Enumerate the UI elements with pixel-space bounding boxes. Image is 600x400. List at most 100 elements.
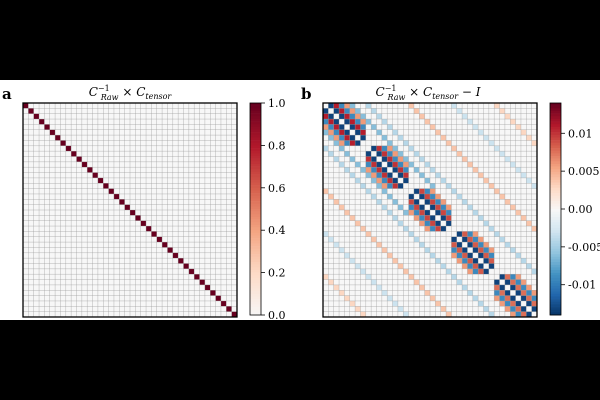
heatmap-cell [28,311,34,318]
heatmap-cell [504,103,511,109]
heatmap-cell [526,177,532,184]
heatmap-cell [28,188,34,194]
heatmap-cell [60,284,66,291]
heatmap-cell [92,274,98,280]
heatmap-cell [119,161,125,168]
heatmap-cell [124,172,131,178]
heatmap-cell [462,220,468,227]
heatmap-cell [194,242,200,248]
heatmap-cell [451,108,457,114]
heatmap-cell [494,279,500,285]
heatmap-cell [376,199,382,205]
heatmap-cell [349,220,356,227]
heatmap-cell [28,108,34,114]
heatmap-cell [130,242,136,248]
heatmap-cell [467,220,473,227]
heatmap-cell [172,306,179,312]
heatmap-cell [146,258,152,264]
heatmap-cell [413,284,420,291]
heatmap-cell [231,263,238,269]
heatmap-cell [81,140,88,146]
heatmap-cell [71,167,77,173]
heatmap-cell [462,215,468,221]
heatmap-cell [510,193,516,200]
heatmap-cell [510,311,516,318]
heatmap-cell [494,263,500,269]
heatmap-cell [108,274,114,280]
heatmap-cell [162,274,168,280]
heatmap-cell [81,145,88,152]
heatmap-cell [344,103,350,109]
heatmap-cell [28,161,34,168]
heatmap-cell [226,215,232,221]
heatmap-cell [113,156,120,162]
heatmap-cell [210,311,216,318]
heatmap-cell [97,284,104,291]
heatmap-cell [108,220,114,227]
heatmap-cell [520,151,527,157]
heatmap-cell [204,306,211,312]
heatmap-cell [440,242,447,248]
heatmap-cell [44,215,50,221]
heatmap-cell [323,220,329,227]
heatmap-cell [87,210,93,216]
heatmap-cell [488,295,495,301]
heatmap-cell [151,279,157,285]
heatmap-cell [28,145,34,152]
heatmap-cell [430,167,436,173]
heatmap-cell [140,247,147,253]
heatmap-cell [140,215,147,221]
heatmap-cell [344,284,350,291]
heatmap-cell [23,284,29,291]
heatmap-cell [188,231,195,237]
heatmap-cell [204,199,211,205]
heatmap-cell [55,263,61,269]
heatmap-cell [344,247,350,253]
heatmap-cell [28,290,34,296]
heatmap-cell [33,247,40,253]
heatmap-cell [119,119,125,125]
heatmap-cell [339,263,345,269]
colorbar-gradient-step [550,285,561,289]
heatmap-cell [167,252,173,259]
heatmap-cell [55,226,61,232]
heatmap-cell [413,177,420,184]
heatmap-cell [499,258,505,264]
heatmap-cell [456,268,463,275]
heatmap-cell [178,252,184,259]
heatmap-cell [467,284,473,291]
heatmap-cell [87,290,93,296]
heatmap-cell [92,258,98,264]
heatmap-cell [365,274,372,280]
heatmap-cell [188,242,195,248]
heatmap-cell [146,268,152,275]
heatmap-cell [504,183,511,189]
heatmap-cell [119,129,125,136]
heatmap-cell [199,193,205,200]
heatmap-cell [504,274,511,280]
heatmap-cell [323,145,329,152]
heatmap-cell [483,172,489,178]
colorbar-gradient-step [550,126,561,130]
heatmap-cell [210,215,216,221]
heatmap-cell [183,279,189,285]
heatmap-cell [403,274,409,280]
heatmap-cell [510,226,516,232]
heatmap-cell [456,274,463,280]
heatmap-cell [344,193,350,200]
heatmap-cell [87,156,93,162]
colorbar-gradient-step [250,166,261,170]
heatmap-cell [446,129,452,136]
heatmap-cell [381,193,388,200]
heatmap-cell [526,103,532,109]
heatmap-cell [60,226,66,232]
heatmap-cell [156,231,163,237]
heatmap-cell [194,183,200,189]
heatmap-cell [49,306,56,312]
heatmap-cell [365,226,372,232]
heatmap-cell [172,140,179,146]
heatmap-cell [494,156,500,162]
colorbar-gradient-step [550,254,561,257]
heatmap-cell [376,215,382,221]
heatmap-cell [365,188,372,194]
